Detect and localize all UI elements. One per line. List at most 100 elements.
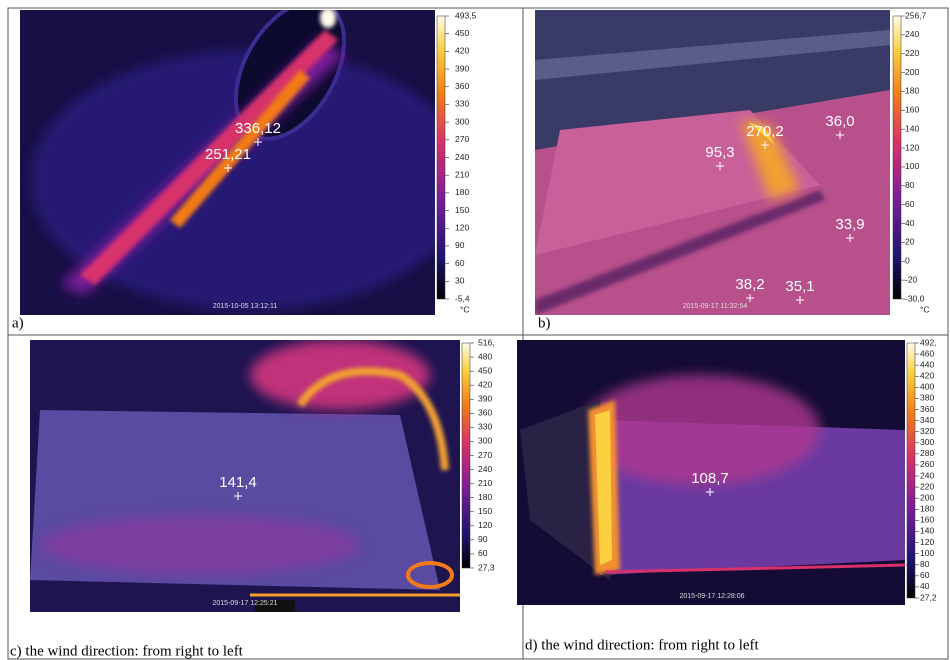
scale-label: 450 bbox=[455, 28, 469, 38]
scale-label: 390 bbox=[478, 394, 492, 404]
scale-label: 360 bbox=[920, 404, 934, 414]
scale-label: 20 bbox=[905, 237, 915, 247]
scale-label: 40 bbox=[920, 581, 930, 591]
scale-label: 30 bbox=[455, 276, 465, 286]
scale-label: 280 bbox=[920, 448, 934, 458]
color-bar bbox=[437, 16, 445, 299]
point-label: 108,7 bbox=[691, 470, 729, 487]
scale-label: 120 bbox=[455, 223, 469, 233]
scale-label: 360 bbox=[455, 81, 469, 91]
scale-label: 260 bbox=[920, 459, 934, 469]
thermal-image bbox=[535, 10, 890, 315]
scale-label: 90 bbox=[478, 534, 488, 544]
scale-label: 100 bbox=[905, 161, 919, 171]
scale-label: 60 bbox=[455, 258, 465, 268]
timestamp: 2015-10-05 13:12:11 bbox=[213, 303, 278, 310]
color-bar bbox=[893, 16, 901, 299]
point-label: 270,2 bbox=[746, 123, 784, 140]
scale-label: 420 bbox=[455, 46, 469, 56]
scale-label: 27,3 bbox=[478, 562, 495, 572]
figure: 493,545042039036033030027024021018015012… bbox=[0, 0, 950, 660]
caption: b) bbox=[538, 315, 551, 331]
scale-label: 140 bbox=[920, 526, 934, 536]
point-label: 33,9 bbox=[835, 216, 864, 233]
scale-label: 493,5 bbox=[455, 10, 477, 20]
scale-label: 200 bbox=[920, 492, 934, 502]
scale-label: 210 bbox=[455, 169, 469, 179]
scale-label: 450 bbox=[478, 365, 492, 375]
timestamp: 2015-09-17 11:32:54 bbox=[683, 303, 748, 310]
timestamp: 2015-09-17 12:25:21 bbox=[213, 600, 278, 607]
scale-label: 60 bbox=[905, 199, 915, 209]
scale-label: 220 bbox=[920, 481, 934, 491]
scale-label: 420 bbox=[478, 379, 492, 389]
scale-label: 200 bbox=[905, 67, 919, 77]
scale-label: 80 bbox=[920, 559, 930, 569]
scale-label: 60 bbox=[478, 548, 488, 558]
scale-label: 240 bbox=[920, 470, 934, 480]
scale-label: 400 bbox=[920, 382, 934, 392]
scale-label: 220 bbox=[905, 48, 919, 58]
scale-label: 340 bbox=[920, 415, 934, 425]
scale-label: 90 bbox=[455, 240, 465, 250]
scale-label: 240 bbox=[455, 152, 469, 162]
scale-label: 120 bbox=[920, 537, 934, 547]
scale-label: 300 bbox=[478, 436, 492, 446]
scale-label: 0 bbox=[905, 256, 910, 266]
scale-label: 120 bbox=[478, 520, 492, 530]
scale-label: 330 bbox=[455, 99, 469, 109]
scale-label: -5,4 bbox=[455, 293, 470, 303]
scale-label: 256,7 bbox=[905, 10, 927, 20]
scale-label: 240 bbox=[905, 29, 919, 39]
scale-label: 160 bbox=[920, 515, 934, 525]
scale-label: 480 bbox=[478, 351, 492, 361]
point-label: 36,0 bbox=[825, 113, 854, 130]
scale-label: 320 bbox=[920, 426, 934, 436]
color-bar bbox=[907, 343, 915, 598]
scale-label: -20 bbox=[905, 274, 918, 284]
scale-label: 180 bbox=[920, 504, 934, 514]
scale-unit: °C bbox=[920, 304, 930, 314]
scale-label: -30,0 bbox=[905, 293, 925, 303]
scale-label: 27,2 bbox=[920, 592, 937, 602]
scale-label: 360 bbox=[478, 408, 492, 418]
scale-label: 60 bbox=[920, 570, 930, 580]
scale-label: 516, bbox=[478, 337, 495, 347]
point-label: 251,21 bbox=[205, 146, 251, 163]
scale-label: 492, bbox=[920, 337, 937, 347]
point-label: 38,2 bbox=[735, 276, 764, 293]
scale-label: 390 bbox=[455, 63, 469, 73]
scale-label: 120 bbox=[905, 142, 919, 152]
scale-label: 80 bbox=[905, 180, 915, 190]
scale-label: 140 bbox=[905, 123, 919, 133]
scale-label: 150 bbox=[478, 506, 492, 516]
point-label: 336,12 bbox=[235, 120, 281, 137]
scale-label: 150 bbox=[455, 205, 469, 215]
scale-label: 300 bbox=[920, 437, 934, 447]
scale-label: 180 bbox=[455, 187, 469, 197]
scale-label: 100 bbox=[920, 548, 934, 558]
scale-label: 210 bbox=[478, 478, 492, 488]
scale-label: 180 bbox=[478, 492, 492, 502]
scale-label: 420 bbox=[920, 371, 934, 381]
color-bar bbox=[462, 343, 470, 568]
scale-label: 380 bbox=[920, 393, 934, 403]
scale-label: 440 bbox=[920, 359, 934, 369]
scale-unit: °C bbox=[460, 304, 470, 314]
caption: a) bbox=[12, 315, 24, 331]
scale-label: 270 bbox=[478, 450, 492, 460]
point-label: 95,3 bbox=[705, 144, 734, 161]
scale-label: 40 bbox=[905, 218, 915, 228]
scale-label: 460 bbox=[920, 348, 934, 358]
scale-label: 240 bbox=[478, 464, 492, 474]
scale-label: 330 bbox=[478, 422, 492, 432]
point-label: 35,1 bbox=[785, 278, 814, 295]
timestamp: 2015-09-17 12:28:06 bbox=[680, 593, 745, 600]
scale-label: 180 bbox=[905, 86, 919, 96]
caption: c) the wind direction: from right to lef… bbox=[10, 643, 244, 659]
point-label: 141,4 bbox=[219, 474, 257, 491]
scale-label: 270 bbox=[455, 134, 469, 144]
scale-label: 300 bbox=[455, 116, 469, 126]
scale-label: 160 bbox=[905, 105, 919, 115]
caption: d) the wind direction: from right to lef… bbox=[525, 637, 760, 653]
